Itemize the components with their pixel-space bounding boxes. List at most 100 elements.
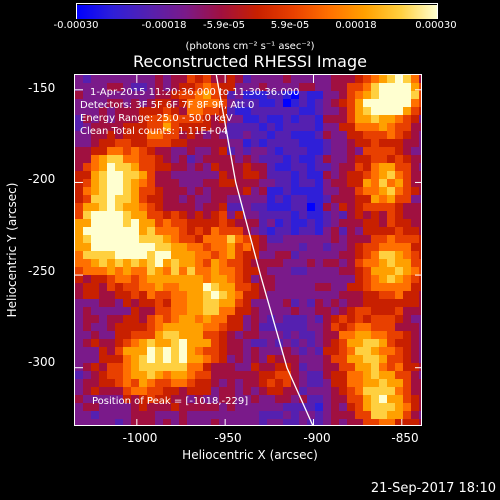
heatmap-cell — [291, 107, 300, 116]
heatmap-cell — [115, 275, 124, 284]
heatmap-cell — [203, 171, 212, 180]
heatmap-cell — [235, 379, 244, 388]
heatmap-cell — [75, 347, 84, 356]
heatmap-cell — [99, 251, 108, 260]
heatmap-cell — [131, 307, 140, 316]
heatmap-cell — [403, 347, 412, 356]
heatmap-cell — [251, 323, 260, 332]
heatmap-cell — [211, 339, 220, 348]
heatmap-cell — [91, 323, 100, 332]
heatmap-cell — [363, 195, 372, 204]
heatmap-cell — [291, 195, 300, 204]
heatmap-cell — [219, 131, 228, 140]
heatmap-cell — [83, 419, 92, 425]
heatmap-cell — [355, 307, 364, 316]
heatmap-cell — [403, 387, 412, 396]
heatmap-cell — [91, 371, 100, 380]
heatmap-cell — [251, 331, 260, 340]
heatmap-cell — [355, 387, 364, 396]
heatmap-cell — [83, 291, 92, 300]
heatmap-cell — [371, 371, 380, 380]
heatmap-cell — [299, 227, 308, 236]
heatmap-cell — [115, 147, 124, 156]
heatmap-cell — [299, 355, 308, 364]
x-tick-label: -900 — [303, 431, 331, 445]
heatmap-cell — [267, 331, 276, 340]
heatmap-cell — [387, 371, 396, 380]
heatmap-cell — [83, 195, 92, 204]
heatmap-cell — [291, 371, 300, 380]
heatmap-cell — [347, 419, 356, 425]
heatmap-cell — [307, 75, 316, 84]
heatmap-cell — [115, 243, 124, 252]
colorbar-tick-label: 5.9e-05 — [270, 20, 310, 31]
heatmap-cell — [139, 99, 148, 108]
heatmap-cell — [171, 419, 180, 425]
heatmap-cell — [259, 235, 268, 244]
heatmap-cell — [363, 355, 372, 364]
heatmap-cell — [243, 115, 252, 124]
heatmap-cell — [371, 163, 380, 172]
heatmap-cell — [83, 379, 92, 388]
heatmap-cell — [211, 259, 220, 268]
heatmap-cell — [75, 227, 84, 236]
heatmap-cell — [347, 259, 356, 268]
heatmap-cell — [419, 123, 421, 132]
heatmap-cell — [203, 163, 212, 172]
heatmap-cell — [259, 307, 268, 316]
heatmap-cell — [91, 211, 100, 220]
heatmap-cell — [91, 339, 100, 348]
heatmap-cell — [187, 203, 196, 212]
heatmap-cell — [339, 315, 348, 324]
heatmap-cell — [251, 163, 260, 172]
heatmap-cell — [283, 331, 292, 340]
heatmap-cell — [123, 299, 132, 308]
heatmap-cell — [371, 419, 380, 425]
heatmap-cell — [267, 91, 276, 100]
heatmap-cell — [83, 131, 92, 140]
heatmap-cell — [203, 387, 212, 396]
heatmap-cell — [387, 299, 396, 308]
heatmap-cell — [147, 347, 156, 356]
heatmap-cell — [171, 371, 180, 380]
heatmap-cell — [75, 123, 84, 132]
heatmap-cell — [219, 259, 228, 268]
heatmap-cell — [283, 347, 292, 356]
heatmap-cell — [75, 331, 84, 340]
heatmap-cell — [227, 307, 236, 316]
heatmap-cell — [283, 139, 292, 148]
heatmap-cell — [259, 387, 268, 396]
heatmap-cell — [291, 123, 300, 132]
heatmap-cell — [203, 267, 212, 276]
heatmap-cell — [195, 243, 204, 252]
heatmap-cell — [379, 203, 388, 212]
heatmap-cell — [419, 107, 421, 116]
heatmap-cell — [147, 203, 156, 212]
heatmap-cell — [251, 243, 260, 252]
heatmap-cell — [123, 315, 132, 324]
heatmap-cell — [371, 379, 380, 388]
heatmap-cell — [147, 411, 156, 420]
heatmap-cell — [283, 75, 292, 84]
heatmap-cell — [227, 115, 236, 124]
heatmap-cell — [371, 83, 380, 92]
heatmap-cell — [315, 275, 324, 284]
heatmap-cell — [227, 419, 236, 425]
heatmap-cell — [163, 139, 172, 148]
heatmap-cell — [131, 171, 140, 180]
heatmap-cell — [155, 227, 164, 236]
heatmap-cell — [395, 291, 404, 300]
heatmap-cell — [235, 235, 244, 244]
heatmap-cell — [251, 75, 260, 84]
heatmap-cell — [315, 331, 324, 340]
heatmap-cell — [243, 83, 252, 92]
heatmap-cell — [371, 331, 380, 340]
heatmap-cell — [419, 99, 421, 108]
heatmap-cell — [275, 203, 284, 212]
heatmap-cell — [291, 387, 300, 396]
heatmap-cell — [387, 291, 396, 300]
heatmap-cell — [275, 251, 284, 260]
heatmap-cell — [315, 83, 324, 92]
heatmap-cell — [379, 131, 388, 140]
heatmap-cell — [251, 83, 260, 92]
